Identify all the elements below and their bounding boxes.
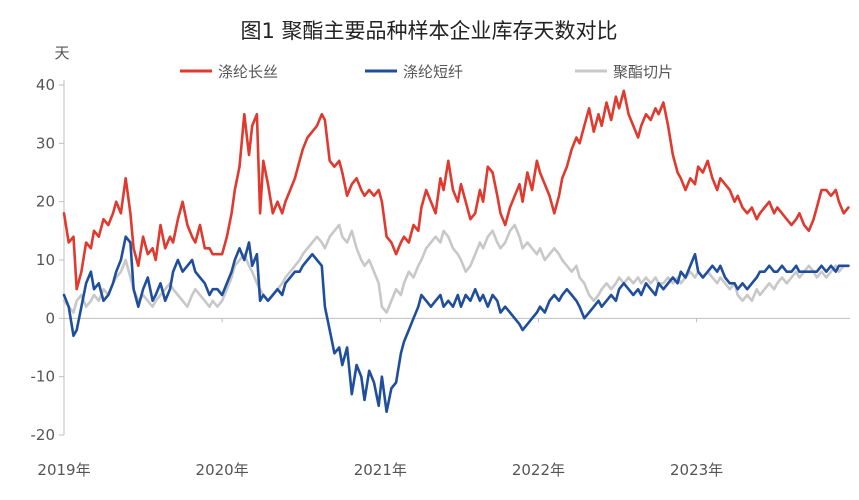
y-tick-label: 20 — [36, 193, 55, 211]
y-tick-label: -20 — [31, 426, 56, 444]
y-tick-label: 40 — [36, 76, 55, 94]
y-axis-unit: 天 — [54, 44, 69, 62]
x-axis: 2019年 2020年 2021年 2022年 2023年 — [37, 317, 850, 479]
x-tick-label: 2019年 — [37, 461, 90, 479]
legend-label-3: 聚酯切片 — [613, 63, 673, 81]
legend-label-2: 涤纶短纤 — [403, 63, 463, 81]
legend-label-1: 涤纶长丝 — [218, 63, 278, 81]
x-tick-label: 2023年 — [670, 461, 723, 479]
y-tick-label: 10 — [36, 251, 55, 269]
y-tick-label: -10 — [31, 368, 56, 386]
y-tick-label: 0 — [45, 309, 55, 327]
series-line-3 — [62, 223, 850, 314]
x-tick-label: 2020年 — [196, 461, 249, 479]
plot-area — [62, 89, 850, 413]
chart-title: 图1 聚酯主要品种样本企业库存天数对比 — [240, 19, 617, 43]
y-axis: -20 -10 0 10 20 30 40 — [31, 76, 65, 444]
y-tick-label: 30 — [36, 134, 55, 152]
series-line-2 — [62, 235, 850, 413]
x-tick-label: 2021年 — [354, 461, 407, 479]
series-line-1 — [62, 89, 850, 291]
legend: 涤纶长丝 涤纶短纤 聚酯切片 — [180, 63, 673, 81]
x-tick-label: 2022年 — [512, 461, 565, 479]
